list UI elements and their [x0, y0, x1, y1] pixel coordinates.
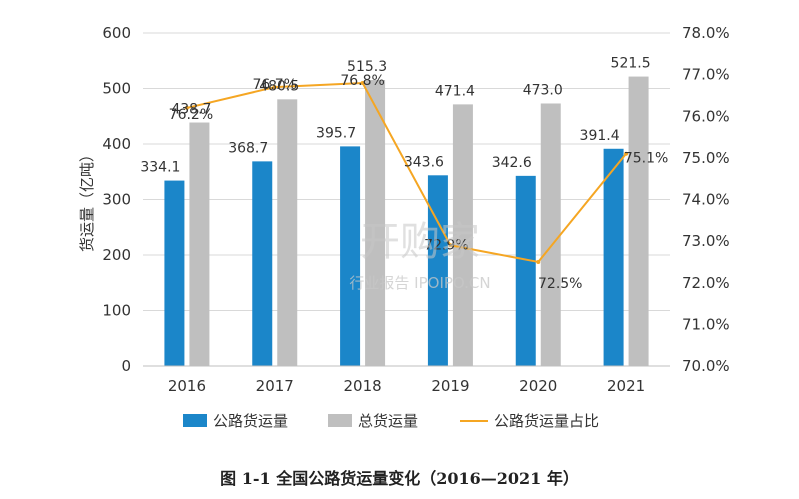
- share-point: [624, 151, 629, 156]
- legend-swatch-road-freight: [183, 414, 207, 427]
- y2-tick-label: 78.0%: [682, 24, 730, 42]
- y-axis-right: 70.0% 71.0% 72.0% 73.0% 74.0% 75.0% 76.0% 77.0%…: [682, 24, 730, 375]
- x-tick-label: 2016: [168, 377, 206, 395]
- data-label-road-freight: 368.7: [228, 140, 268, 156]
- data-label-total-freight: 438.7: [171, 102, 211, 118]
- y-tick-label: 400: [102, 135, 131, 153]
- legend-label-share: 公路货运量占比: [494, 412, 599, 430]
- bar-total-freight: [628, 76, 649, 366]
- data-label-share: 75.1%: [624, 151, 668, 167]
- bar-road-freight: [515, 175, 536, 366]
- legend-label-total-freight: 总货运量: [358, 412, 418, 430]
- y2-tick-label: 72.0%: [682, 274, 730, 292]
- x-axis: 2016 2017 2018 2019 2020 2021: [143, 365, 670, 395]
- y-tick-label: 200: [102, 246, 131, 264]
- figure-caption: 图 1-1 全国公路货运量变化（2016—2021 年）: [220, 469, 579, 488]
- data-label-total-freight: 471.4: [435, 83, 475, 99]
- data-label-total-freight: 473.0: [523, 82, 563, 98]
- data-label-road-freight: 342.6: [492, 155, 532, 171]
- x-tick-label: 2021: [607, 377, 645, 395]
- share-point: [272, 85, 277, 90]
- share-line-path: [186, 81, 627, 263]
- data-label-share: 76.8%: [340, 73, 384, 89]
- data-label-road-freight: 334.1: [140, 160, 180, 176]
- bars: [164, 76, 649, 367]
- data-label-share: 72.5%: [538, 276, 582, 292]
- x-tick-label: 2020: [519, 377, 557, 395]
- bar-total-freight: [189, 122, 210, 366]
- bar-total-freight: [277, 99, 298, 366]
- data-label-share: 72.9%: [424, 237, 468, 253]
- data-label-share: 76.7%: [253, 77, 297, 93]
- x-tick-label: 2019: [431, 377, 469, 395]
- bar-road-freight: [603, 148, 624, 366]
- y2-tick-label: 73.0%: [682, 232, 730, 250]
- bar-road-freight: [252, 161, 273, 366]
- bar-total-freight: [452, 104, 473, 367]
- y2-tick-label: 77.0%: [682, 66, 730, 84]
- bar-total-freight: [365, 80, 386, 367]
- y-axis-label: 货运量（亿吨）: [78, 147, 96, 252]
- legend: 公路货运量 总货运量 公路货运量占比: [183, 412, 599, 430]
- y2-tick-label: 71.0%: [682, 315, 730, 333]
- gridlines: [143, 32, 670, 367]
- data-label-road-freight: 395.7: [316, 125, 356, 141]
- y-tick-label: 100: [102, 302, 131, 320]
- y2-tick-label: 70.0%: [682, 357, 730, 375]
- bar-road-freight: [427, 175, 448, 366]
- x-tick-label: 2017: [256, 377, 294, 395]
- data-label-road-freight: 391.4: [580, 128, 620, 144]
- share-line: [184, 80, 629, 264]
- x-tick-label: 2018: [343, 377, 381, 395]
- y2-tick-label: 76.0%: [682, 107, 730, 125]
- y-tick-label: 600: [102, 24, 131, 42]
- data-label-total-freight: 515.3: [347, 59, 387, 75]
- watermark: 开购家 行业报告 IPOIPO.CN: [349, 219, 490, 292]
- y-tick-label: 500: [102, 80, 131, 98]
- chart: 2016 2017 2018 2019 2020 2021 0 100 200 300 400 50…: [78, 24, 730, 430]
- y-tick-label: 0: [121, 357, 131, 375]
- data-label-total-freight: 480.5: [259, 78, 299, 94]
- data-label-share: 76.2%: [169, 107, 213, 123]
- data-labels: 334.1 438.7 368.7 480.5 395.7 515.3 343.6 471.4…: [140, 56, 668, 292]
- legend-swatch-total-freight: [328, 414, 352, 427]
- share-point: [448, 243, 453, 248]
- share-point: [536, 259, 541, 264]
- y2-tick-label: 75.0%: [682, 149, 730, 167]
- y2-tick-label: 74.0%: [682, 191, 730, 209]
- data-label-road-freight: 343.6: [404, 154, 444, 170]
- data-label-total-freight: 521.5: [611, 56, 651, 72]
- bar-road-freight: [340, 146, 361, 366]
- bar-total-freight: [540, 103, 561, 367]
- legend-label-road-freight: 公路货运量: [213, 412, 288, 430]
- watermark-main: 开购家: [360, 219, 480, 265]
- y-axis-left: 0 100 200 300 400 500 600 货运量（亿吨）: [78, 24, 131, 375]
- share-point: [360, 80, 365, 85]
- y-tick-label: 300: [102, 191, 131, 209]
- bar-road-freight: [164, 180, 185, 366]
- share-point: [184, 105, 189, 110]
- watermark-sub: 行业报告 IPOIPO.CN: [349, 274, 490, 292]
